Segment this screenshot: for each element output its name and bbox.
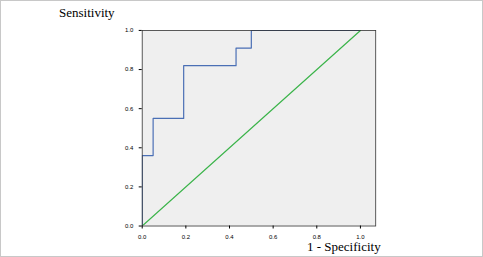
svg-text:0.8: 0.8	[125, 66, 134, 72]
svg-text:0.0: 0.0	[125, 223, 134, 229]
svg-text:0.2: 0.2	[182, 234, 191, 240]
svg-text:0.8: 0.8	[312, 234, 321, 241]
html-text:Sensitivity: Sensitivity	[59, 5, 115, 20]
svg-text:0.0: 0.0	[138, 234, 147, 240]
svg-text:0.4: 0.4	[225, 234, 234, 240]
svg-text:0.6: 0.6	[125, 106, 134, 112]
svg-text:0.6: 0.6	[269, 234, 278, 240]
svg-text:1.0: 1.0	[125, 27, 134, 33]
svg-text:1.0: 1.0	[356, 234, 365, 241]
svg-text:0.4: 0.4	[125, 145, 134, 151]
html-text:1 - Specificity: 1 - Specificity	[307, 239, 381, 254]
svg-text:0.2: 0.2	[125, 184, 134, 190]
